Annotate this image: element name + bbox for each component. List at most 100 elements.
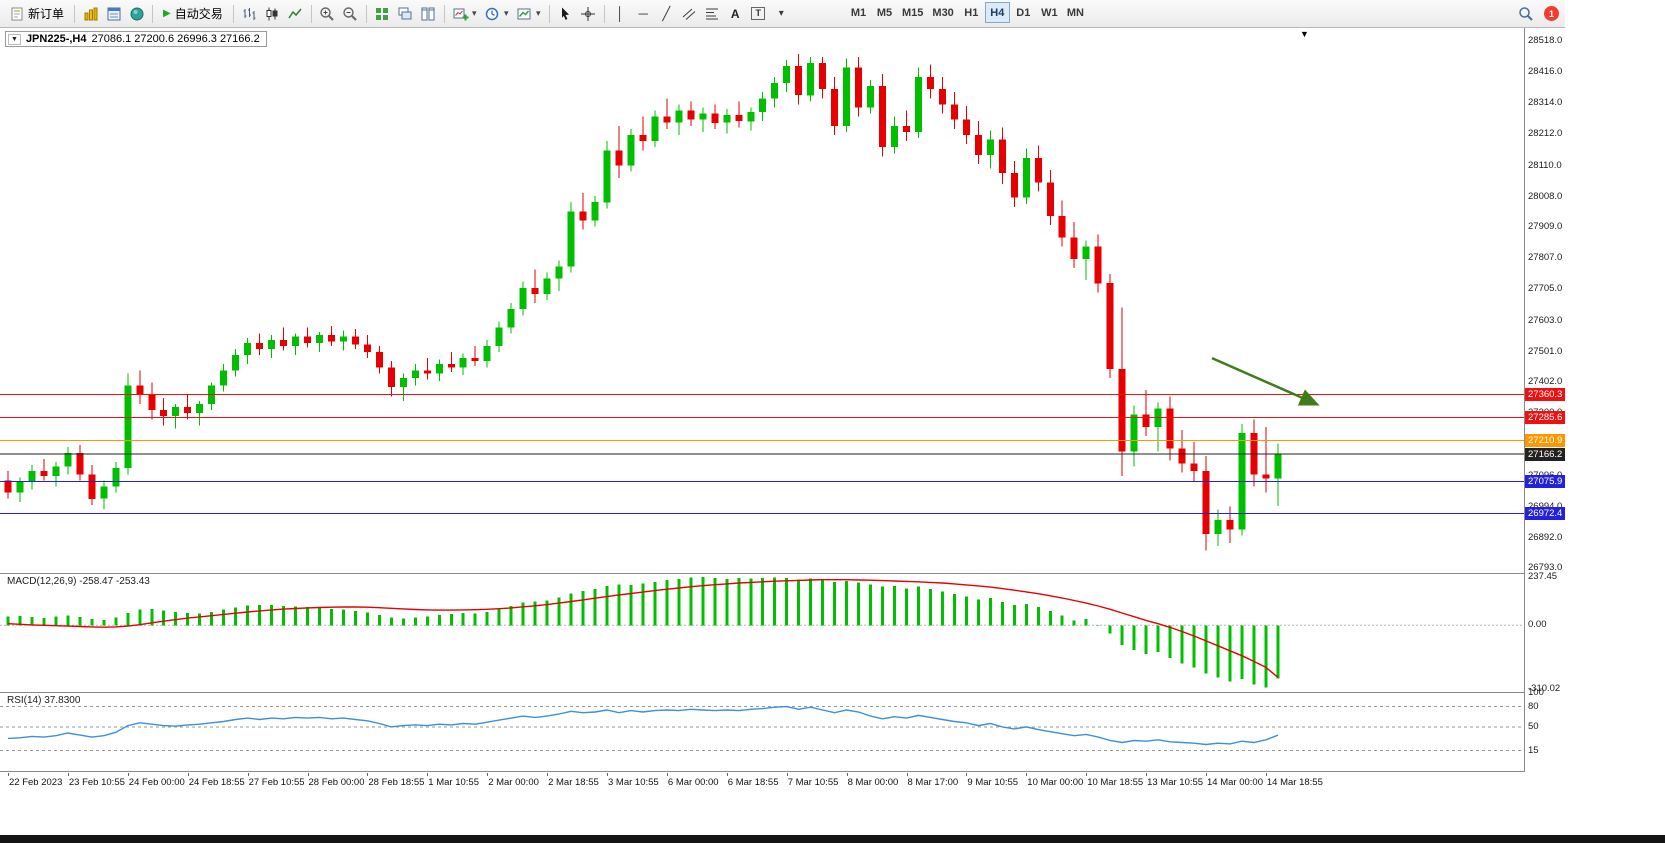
time-tick: [966, 773, 968, 776]
price-axis-label: 27705.0: [1528, 283, 1563, 295]
toolbar-separator: [232, 4, 234, 23]
time-tick: [666, 773, 668, 776]
navigator-icon[interactable]: [125, 3, 148, 25]
macd-axis-label: 0.00: [1528, 619, 1547, 631]
chart-symbol-label: ▼ JPN225-,H4 27086.1 27200.6 26996.3 271…: [5, 31, 267, 47]
price-badge: 26972.4: [1525, 506, 1565, 520]
price-badge: 27210.9: [1525, 433, 1565, 447]
timeframe-m30[interactable]: M30: [928, 2, 957, 23]
new-chart-button[interactable]: ▾: [449, 3, 481, 25]
cursor-icon[interactable]: [554, 3, 577, 25]
rsi-level-lines: [0, 706, 1524, 752]
crosshair-icon[interactable]: [577, 3, 600, 25]
price-badge: 27075.9: [1525, 475, 1565, 489]
time-tick: [367, 773, 369, 776]
price-axis-label: 28212.0: [1528, 128, 1563, 140]
toolbar-separator: [74, 4, 76, 23]
fibonacci-icon[interactable]: [701, 3, 724, 25]
main-toolbar: 新订单 ▶ 自动交易 ▾ ▾ ▾: [0, 0, 1565, 28]
date-label: 24 Feb 00:00: [128, 777, 185, 788]
price-axis-label: 27501.0: [1528, 345, 1563, 357]
time-tick: [846, 773, 848, 776]
market-watch-icon[interactable]: [79, 3, 102, 25]
timeframe-h1[interactable]: H1: [959, 2, 984, 23]
bar-chart-icon[interactable]: [238, 3, 261, 25]
timeframe-h4[interactable]: H4: [984, 2, 1010, 23]
date-label: 28 Feb 00:00: [308, 777, 365, 788]
collapse-chart-icon[interactable]: ▼: [8, 33, 21, 45]
toolbar-separator: [443, 4, 445, 23]
time-tick: [547, 773, 549, 776]
time-tick: [1026, 773, 1028, 776]
price-axis-label: 27807.0: [1528, 252, 1563, 264]
dropdown-caret-icon: ▾: [503, 8, 509, 18]
data-window-icon[interactable]: [102, 3, 125, 25]
line-chart-icon[interactable]: [284, 3, 307, 25]
rsi-axis-label: 15: [1528, 744, 1539, 756]
new-order-button[interactable]: 新订单: [4, 2, 70, 25]
time-tick: [8, 773, 9, 776]
candles: [4, 54, 1282, 551]
time-tick: [247, 773, 249, 776]
dropdown-caret-icon: ▾: [471, 8, 477, 18]
timeframe-d1[interactable]: D1: [1011, 2, 1036, 23]
toolbar-separator: [603, 4, 605, 23]
date-label: 10 Mar 18:55: [1087, 777, 1144, 788]
timeframe-w1[interactable]: W1: [1037, 2, 1062, 23]
time-tick: [906, 773, 908, 776]
macd-pane[interactable]: [0, 574, 1524, 692]
vertical-line-icon[interactable]: │: [616, 6, 625, 21]
price-axis-label: 27909.0: [1528, 221, 1563, 232]
price-axis-label: 27603.0: [1528, 314, 1563, 326]
time-axis[interactable]: 22 Feb 2023 23 Feb 10:55 24 Feb 00:00 24 Fe…: [0, 772, 1524, 792]
chart-window: 22 Feb 2023 23 Feb 10:55 24 Feb 00:00 24 Fe…: [0, 28, 1566, 792]
rsi-line: [7, 705, 1279, 746]
date-label: 3 Mar 10:55: [608, 777, 659, 788]
price-pane[interactable]: [0, 28, 1524, 573]
date-label: 2 Mar 00:00: [488, 777, 539, 788]
rsi-pane[interactable]: [0, 693, 1524, 771]
timeframe-m15[interactable]: M15: [898, 2, 927, 23]
cascade-windows-icon[interactable]: [394, 3, 417, 25]
shift-marker-icon[interactable]: ▼: [1300, 29, 1309, 39]
auto-trading-button[interactable]: ▶ 自动交易: [157, 2, 229, 25]
timeframe-mn[interactable]: MN: [1063, 2, 1088, 23]
new-order-icon: [11, 7, 23, 20]
notification-badge[interactable]: 1: [1544, 6, 1559, 21]
timeframe-m5[interactable]: M5: [872, 2, 897, 23]
trend-arrow-annotation[interactable]: [1211, 356, 1320, 406]
text-icon[interactable]: A: [730, 6, 740, 21]
text-label-icon[interactable]: T: [747, 3, 770, 25]
tile-vertical-icon[interactable]: [417, 3, 440, 25]
toolbar-separator: [152, 4, 154, 23]
horizontal-lines[interactable]: [0, 394, 1524, 514]
price-axis-label: 28416.0: [1528, 66, 1563, 77]
date-label: 7 Mar 10:55: [787, 777, 839, 788]
date-label: 9 Mar 10:55: [967, 777, 1019, 788]
search-icon[interactable]: [1514, 3, 1537, 25]
time-tick: [127, 773, 129, 776]
pane-splitter[interactable]: [0, 573, 1565, 574]
price-axis[interactable]: 28518.0 28416.0 28314.0 28212.0 28110.0 28008…: [1524, 28, 1566, 772]
zoom-out-icon[interactable]: [339, 3, 362, 25]
pane-splitter[interactable]: [0, 692, 1565, 693]
date-label: 6 Mar 18:55: [727, 777, 779, 788]
time-tick: [1206, 773, 1207, 776]
price-badge: 27166.2: [1525, 447, 1565, 461]
macd-histogram: [6, 577, 1280, 688]
date-label: 2 Mar 18:55: [548, 777, 599, 788]
shapes-dropdown-icon[interactable]: ▾: [778, 8, 784, 19]
rsi-axis-label: 50: [1528, 720, 1539, 732]
timeframe-m1[interactable]: M1: [846, 2, 871, 23]
templates-button[interactable]: ▾: [513, 3, 545, 25]
horizontal-line-icon[interactable]: ─: [638, 6, 648, 21]
trendline-icon[interactable]: ╱: [662, 5, 671, 21]
equidistant-channel-icon[interactable]: [678, 3, 701, 25]
candlestick-chart-icon[interactable]: [261, 3, 284, 25]
tile-windows-icon[interactable]: [371, 3, 394, 25]
toolbar-separator: [548, 4, 550, 23]
zoom-in-icon[interactable]: [316, 3, 339, 25]
date-label: 6 Mar 00:00: [667, 777, 719, 788]
periods-button[interactable]: ▾: [481, 3, 513, 25]
